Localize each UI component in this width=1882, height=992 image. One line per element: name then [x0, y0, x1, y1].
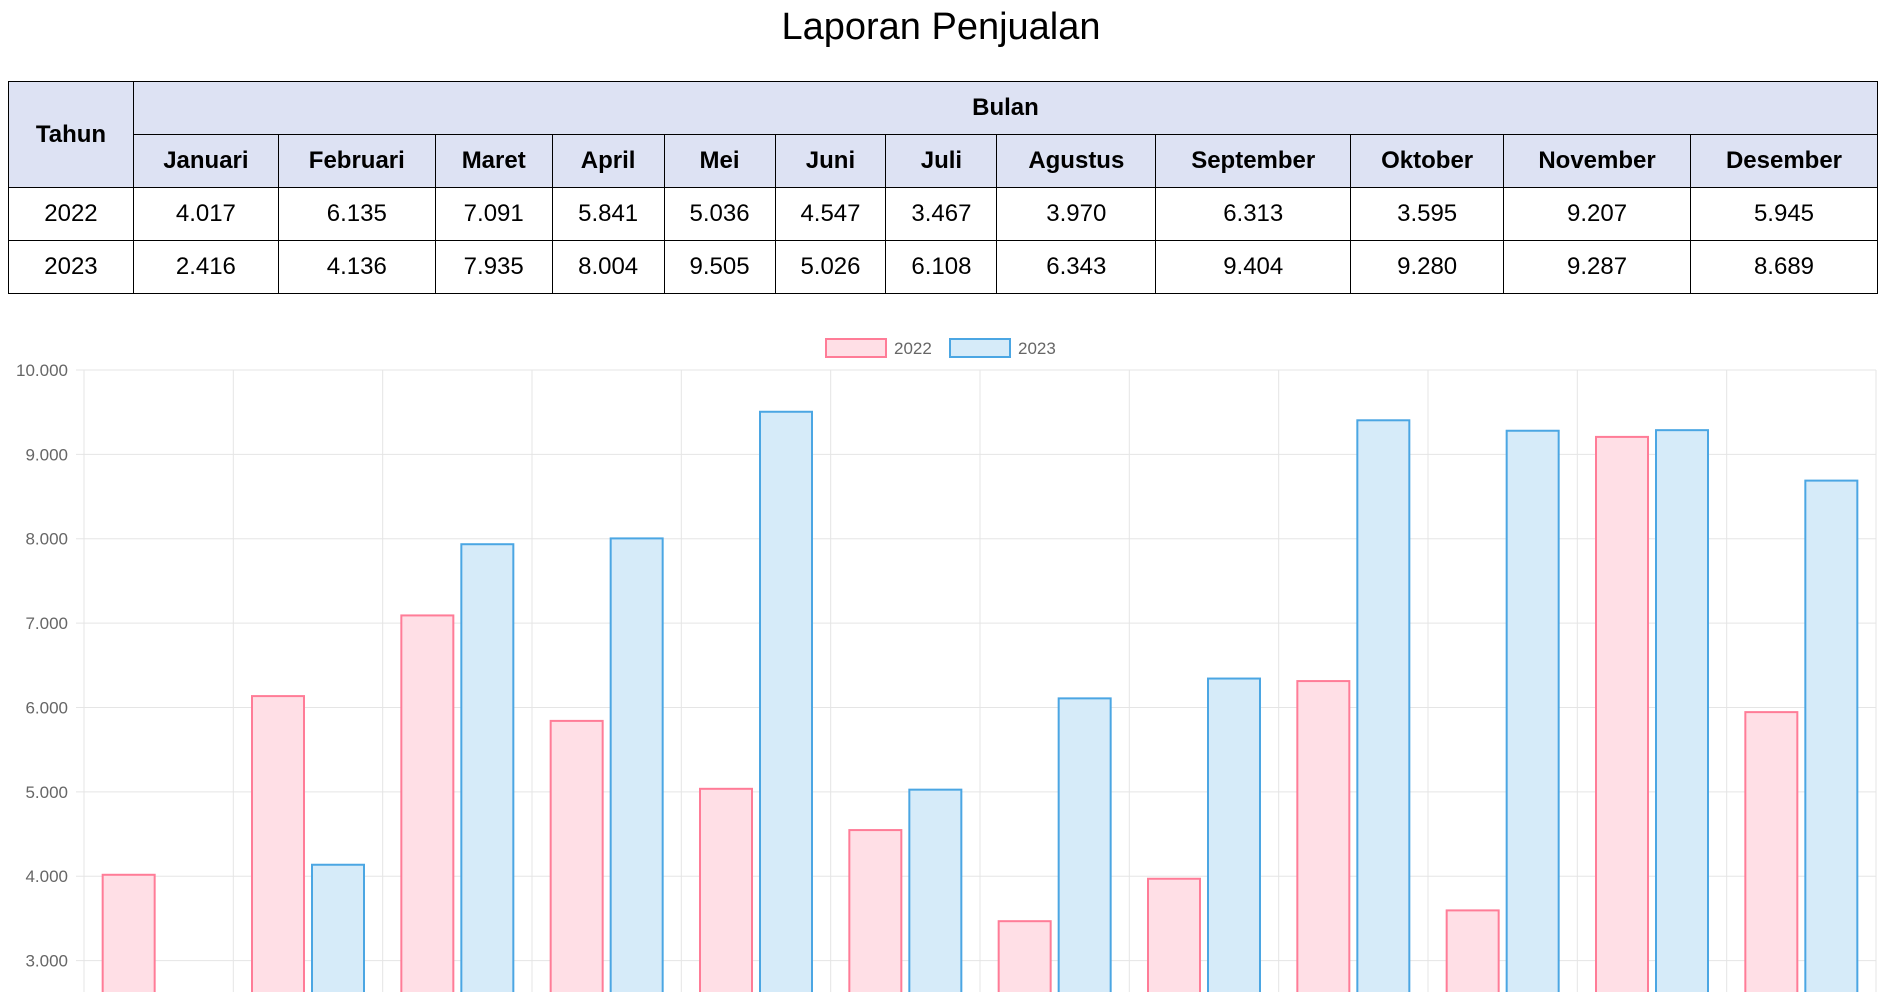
sales-cell: 5.036	[663, 187, 776, 241]
year-cell: 2023	[8, 240, 134, 294]
sales-cell: 7.935	[434, 240, 553, 294]
y-tick-label: 7.000	[25, 614, 68, 633]
month-header: Januari	[132, 134, 279, 188]
bar-2022-november[interactable]	[1595, 435, 1649, 992]
y-tick-label: 4.000	[25, 867, 68, 886]
month-group-header: Bulan	[132, 81, 1879, 135]
y-tick-label: 8.000	[25, 530, 68, 549]
y-tick-label: 9.000	[25, 445, 68, 464]
sales-bar-chart: 10.000 9.000 8.000 7.000 6.000 5.000 4.000 3.00…	[16, 338, 1877, 992]
sales-cell: 5.841	[551, 187, 665, 241]
bar-2022-januari[interactable]	[101, 873, 156, 992]
y-tick-label: 5.000	[25, 783, 68, 802]
sales-table: Tahun Bulan Januari Februari Maret April…	[8, 81, 1879, 294]
sales-cell: 4.547	[774, 187, 887, 241]
sales-cell: 7.091	[434, 187, 553, 241]
y-axis: 10.000 9.000 8.000 7.000 6.000 5.000 4.000 3.00…	[16, 361, 68, 971]
month-header: Maret	[434, 134, 553, 188]
table-row: 2022 4.017 6.135 7.091 5.841 5.036 4.547…	[8, 187, 1879, 241]
sales-cell: 3.970	[996, 187, 1157, 241]
chart-legend[interactable]: 2022 2023	[825, 338, 1056, 358]
page-title: Laporan Penjualan	[781, 6, 1101, 48]
bar-2023-desember[interactable]	[1804, 479, 1859, 992]
sales-cell: 5.026	[774, 240, 887, 294]
bar-2023-november[interactable]	[1655, 429, 1709, 992]
bar-2022-maret[interactable]	[400, 614, 455, 992]
month-header: April	[551, 134, 665, 188]
bar-2022-september[interactable]	[1296, 680, 1351, 992]
sales-cell: 6.343	[996, 240, 1157, 294]
sales-cell: 9.505	[663, 240, 776, 294]
month-header: Desember	[1689, 134, 1879, 188]
chart-grid	[76, 369, 1877, 992]
month-header-row: Januari Februari Maret April Mei Juni Ju…	[9, 134, 1879, 188]
bar-2022-juni[interactable]	[848, 829, 903, 992]
sales-cell: 8.689	[1689, 240, 1879, 294]
year-cell: 2022	[8, 187, 134, 241]
bar-2023-mei[interactable]	[759, 410, 813, 992]
bar-2023-april[interactable]	[609, 537, 664, 992]
bar-2022-desember[interactable]	[1744, 711, 1799, 992]
bar-2022-mei[interactable]	[699, 787, 753, 992]
sales-cell: 9.404	[1155, 240, 1352, 294]
legend-label-2023[interactable]: 2023	[1018, 339, 1056, 358]
bar-2023-oktober[interactable]	[1505, 429, 1560, 992]
sales-cell: 9.207	[1503, 187, 1691, 241]
table-header-row: Tahun Bulan	[8, 81, 1879, 188]
chart-bars	[101, 410, 1859, 992]
month-header: September	[1155, 134, 1352, 188]
year-column-header: Tahun	[8, 81, 134, 188]
sales-cell: 9.280	[1350, 240, 1505, 294]
bar-2022-februari[interactable]	[251, 695, 305, 992]
month-header: Februari	[277, 134, 436, 188]
month-header: Mei	[663, 134, 776, 188]
bar-2023-februari[interactable]	[311, 863, 365, 992]
legend-label-2022[interactable]: 2022	[894, 339, 932, 358]
bar-2022-oktober[interactable]	[1445, 909, 1500, 992]
bar-2023-september[interactable]	[1356, 419, 1411, 992]
bar-2023-maret[interactable]	[460, 543, 515, 992]
bar-2022-april[interactable]	[549, 719, 604, 992]
sales-cell: 8.004	[551, 240, 665, 294]
sales-cell: 6.135	[277, 187, 436, 241]
legend-swatch-2022[interactable]	[825, 338, 887, 358]
bar-2023-juli[interactable]	[1057, 697, 1112, 992]
sales-cell: 4.136	[277, 240, 436, 294]
month-header: Oktober	[1350, 134, 1505, 188]
month-header: Agustus	[996, 134, 1157, 188]
month-header: Juli	[885, 134, 998, 188]
sales-cell: 5.945	[1689, 187, 1879, 241]
table-row: 2023 2.416 4.136 7.935 8.004 9.505 5.026…	[8, 240, 1879, 294]
sales-cell: 3.467	[885, 187, 998, 241]
sales-cell: 9.287	[1503, 240, 1691, 294]
y-tick-label: 6.000	[25, 698, 68, 717]
sales-cell: 6.313	[1155, 187, 1352, 241]
bar-2023-juni[interactable]	[908, 788, 963, 992]
sales-cell: 2.416	[132, 240, 279, 294]
month-header: November	[1503, 134, 1691, 188]
y-tick-label: 10.000	[16, 361, 68, 380]
sales-cell: 6.108	[885, 240, 998, 294]
bar-2023-agustus[interactable]	[1207, 677, 1261, 992]
y-tick-label: 3.000	[25, 952, 68, 971]
legend-swatch-2023[interactable]	[949, 338, 1011, 358]
sales-cell: 4.017	[132, 187, 279, 241]
bar-2022-agustus[interactable]	[1147, 877, 1201, 992]
bar-2022-juli[interactable]	[997, 920, 1052, 992]
sales-cell: 3.595	[1350, 187, 1505, 241]
month-header: Juni	[774, 134, 887, 188]
